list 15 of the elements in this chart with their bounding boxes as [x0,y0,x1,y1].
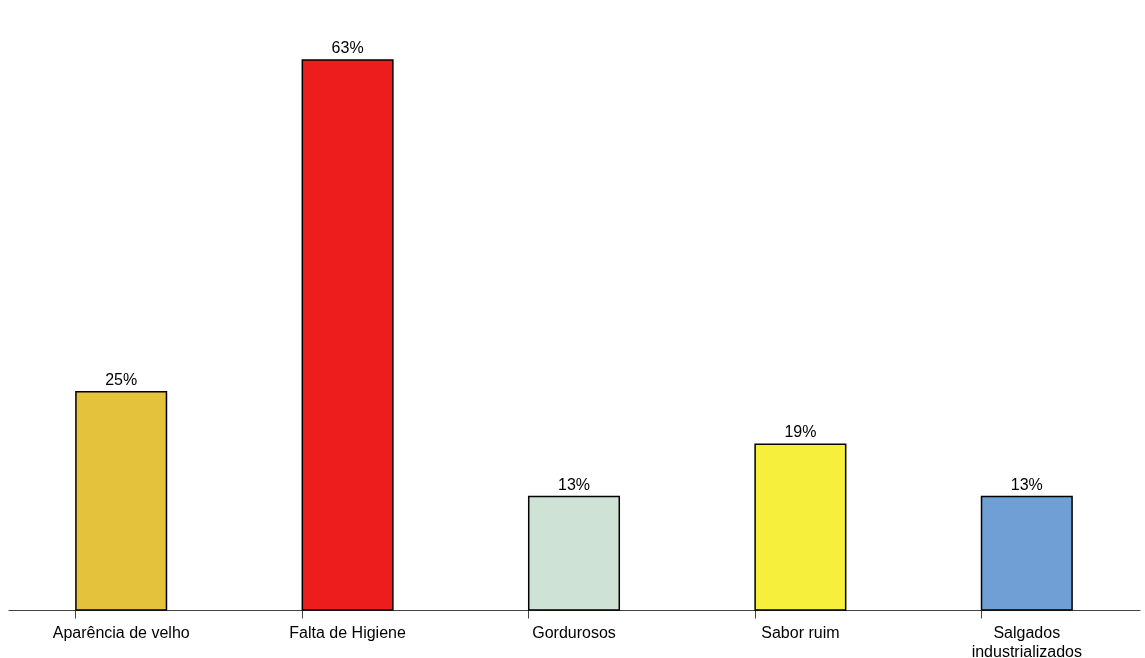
bar [754,443,847,611]
x-tick-label: Falta de Higiene [289,623,406,641]
data-label: 13% [557,475,591,493]
bar [527,495,621,611]
data-label: 63% [331,39,364,56]
x-tick-label: Aparência de velho [52,623,190,641]
x-tick-label: Sabor ruim [761,623,840,641]
data-label: 13% [1010,475,1043,493]
data-label: 25% [105,370,138,388]
bar [980,495,1073,611]
data-label: 19% [784,423,817,441]
bar [75,391,168,611]
bar [301,59,394,611]
x-tick-label: Gordurosos [532,623,616,641]
x-tick-label: Salgados industrializados [971,623,1082,658]
